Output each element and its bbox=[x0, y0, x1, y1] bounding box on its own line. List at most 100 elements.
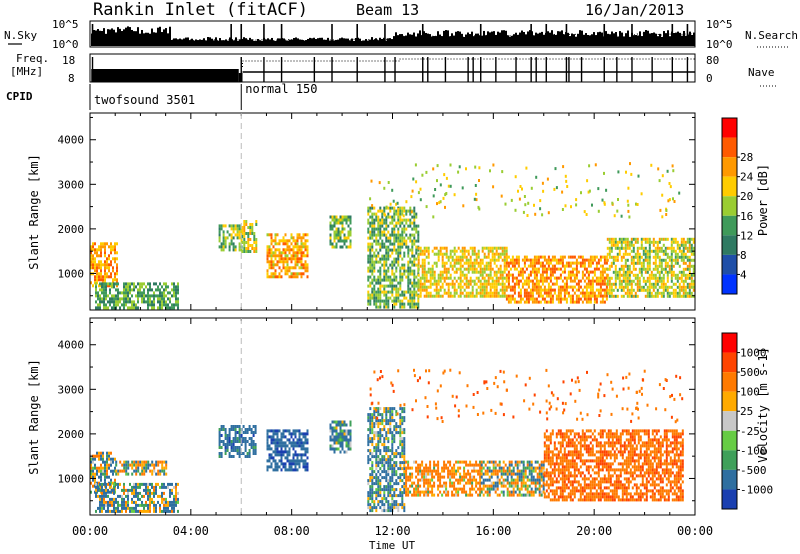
range-cell bbox=[648, 285, 651, 289]
range-cell bbox=[413, 272, 416, 276]
range-cell bbox=[371, 287, 374, 291]
range-cell bbox=[119, 291, 121, 295]
range-cell bbox=[628, 215, 631, 219]
range-cell bbox=[393, 233, 396, 237]
sky-bar bbox=[503, 30, 505, 46]
range-cell bbox=[601, 300, 604, 304]
range-cell bbox=[451, 267, 454, 271]
range-cell bbox=[294, 441, 297, 445]
range-cell bbox=[90, 263, 92, 267]
range-cell bbox=[501, 279, 504, 283]
range-cell bbox=[387, 269, 390, 273]
range-cell bbox=[241, 229, 244, 232]
sky-bar bbox=[567, 32, 569, 46]
range-cell bbox=[379, 485, 382, 489]
range-cell bbox=[298, 441, 301, 445]
range-cell bbox=[244, 431, 247, 434]
range-cell bbox=[415, 180, 418, 184]
range-cell bbox=[108, 263, 110, 267]
range-cell bbox=[541, 288, 544, 292]
range-cell bbox=[606, 288, 609, 292]
range-cell bbox=[517, 300, 520, 304]
range-cell bbox=[95, 485, 97, 489]
range-cell bbox=[605, 261, 608, 265]
range-cell bbox=[507, 282, 510, 286]
range-cell bbox=[218, 455, 221, 458]
range-cell bbox=[503, 270, 506, 274]
range-cell bbox=[96, 275, 98, 279]
range-cell bbox=[117, 300, 119, 304]
range-cell bbox=[421, 261, 424, 265]
range-cell bbox=[393, 206, 396, 210]
range-cell bbox=[141, 472, 144, 476]
range-cell bbox=[115, 463, 118, 467]
range-cell bbox=[111, 294, 113, 298]
range-cell bbox=[547, 211, 550, 215]
range-cell bbox=[393, 263, 396, 267]
range-cell bbox=[409, 272, 412, 276]
range-cell bbox=[547, 294, 550, 298]
range-cell bbox=[680, 279, 683, 283]
range-cell bbox=[477, 270, 480, 274]
range-cell bbox=[465, 291, 468, 295]
range-cell bbox=[612, 243, 615, 247]
range-cell bbox=[175, 497, 177, 501]
range-cell bbox=[658, 179, 661, 183]
range-cell bbox=[630, 237, 633, 241]
sky-bar bbox=[593, 32, 595, 46]
range-cell bbox=[387, 299, 390, 303]
range-cell bbox=[95, 306, 97, 310]
range-cell bbox=[238, 434, 241, 437]
range-cell bbox=[447, 267, 450, 271]
range-cell bbox=[270, 272, 273, 276]
range-cell bbox=[98, 248, 100, 252]
sky-bar bbox=[275, 40, 277, 46]
range-cell bbox=[373, 290, 376, 294]
range-cell bbox=[274, 257, 277, 261]
range-cell bbox=[485, 285, 488, 289]
range-cell bbox=[367, 290, 370, 294]
range-cell bbox=[266, 447, 269, 451]
sky-bar bbox=[481, 35, 483, 46]
range-cell bbox=[383, 269, 386, 273]
range-cell bbox=[455, 258, 458, 262]
range-cell bbox=[107, 500, 109, 504]
range-cell bbox=[451, 282, 454, 286]
range-cell bbox=[337, 221, 340, 225]
range-cell bbox=[411, 290, 414, 294]
range-cell bbox=[465, 279, 468, 283]
range-cell bbox=[487, 291, 490, 295]
range-cell bbox=[591, 261, 594, 265]
range-cell bbox=[95, 491, 97, 495]
range-cell bbox=[447, 276, 450, 280]
range-cell bbox=[139, 282, 141, 286]
range-cell bbox=[608, 291, 611, 295]
sky-bar bbox=[215, 37, 217, 46]
range-cell bbox=[153, 506, 155, 510]
range-cell bbox=[155, 491, 157, 495]
range-cell bbox=[278, 450, 281, 454]
range-cell bbox=[108, 284, 110, 288]
range-cell bbox=[391, 473, 394, 477]
range-cell bbox=[648, 267, 651, 271]
range-cell bbox=[222, 242, 225, 246]
range-cell bbox=[153, 294, 155, 298]
range-cell bbox=[589, 294, 592, 298]
range-cell bbox=[343, 233, 346, 237]
range-cell bbox=[575, 270, 578, 274]
range-cell bbox=[399, 254, 402, 258]
range-cell bbox=[147, 482, 149, 486]
range-cell bbox=[373, 437, 376, 441]
range-cell bbox=[149, 463, 152, 467]
range-cell bbox=[331, 435, 334, 439]
range-cell bbox=[686, 240, 689, 244]
range-cell bbox=[603, 171, 605, 175]
range-cell bbox=[349, 221, 352, 225]
sky-bar bbox=[157, 27, 159, 46]
range-cell bbox=[175, 482, 177, 486]
range-cell bbox=[483, 282, 486, 286]
range-cell bbox=[419, 187, 422, 191]
range-cell bbox=[371, 443, 374, 447]
range-cell bbox=[489, 291, 492, 295]
range-cell bbox=[533, 255, 536, 259]
